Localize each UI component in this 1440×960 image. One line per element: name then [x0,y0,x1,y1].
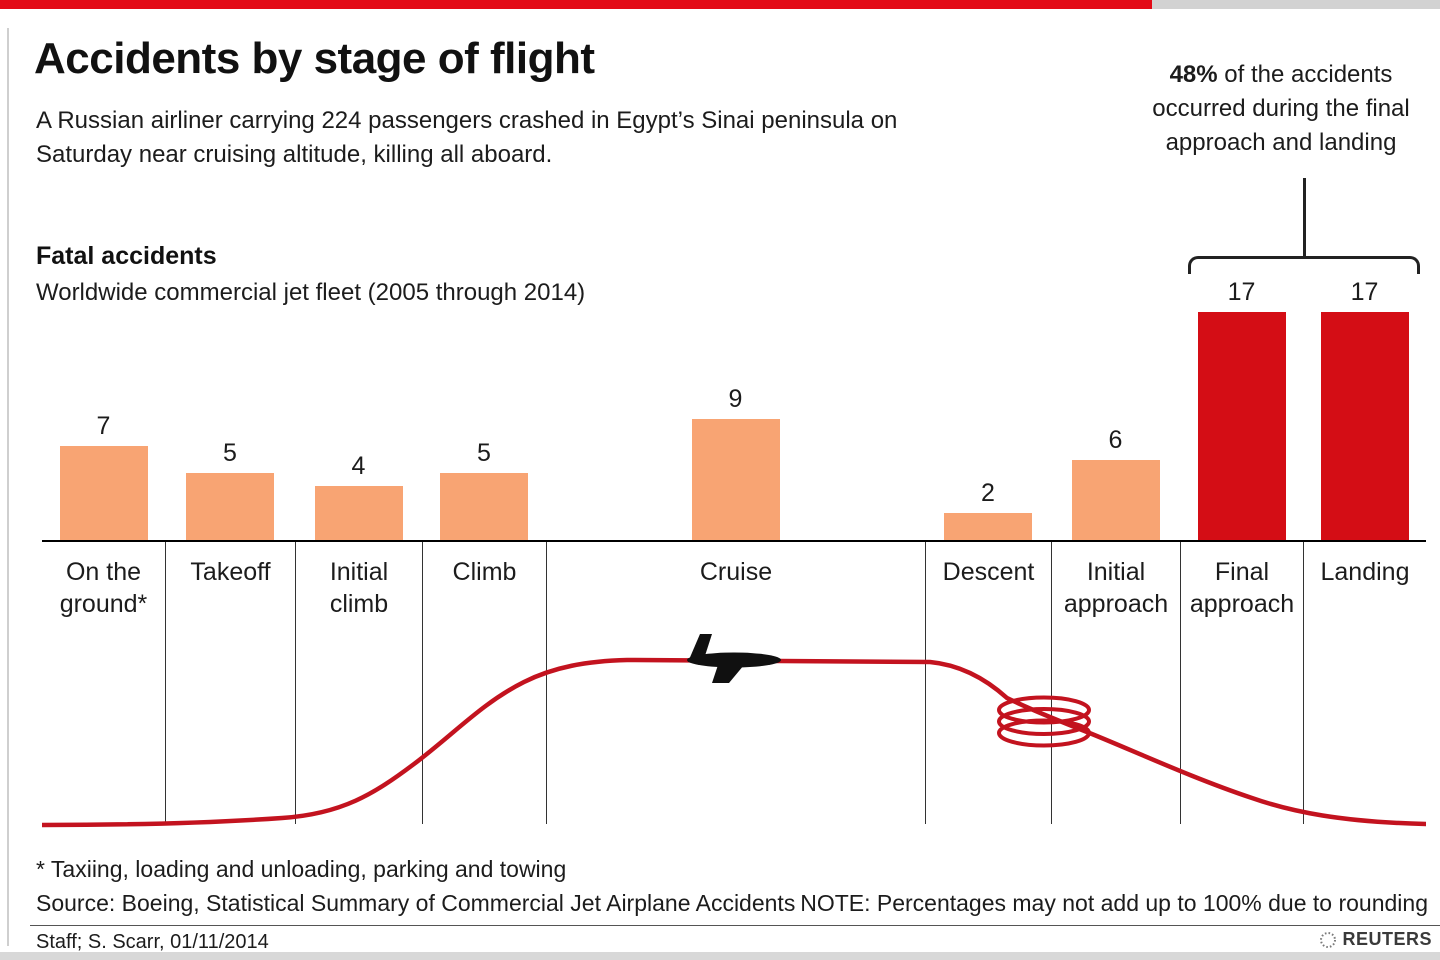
category-cell-on-the-ground: On the ground* [42,542,165,824]
bar-column-initial-approach: 6 [1051,426,1180,540]
top-accent-bar [0,0,1152,9]
bar-column-cruise: 9 [546,385,925,540]
footnote: * Taxiing, loading and unloading, parkin… [36,856,567,882]
bar-value-label: 9 [728,385,743,413]
category-label: Final approach [1189,558,1295,618]
page-left-border [7,28,9,946]
bars-row: 7 5 4 5 9 2 6 17 17 [42,272,1426,540]
category-cell-cruise: Cruise [546,542,925,824]
bar-climb [440,473,528,540]
credit-divider [30,925,1440,926]
bar-value-label: 7 [96,412,111,440]
category-label: Initial approach [1063,558,1169,618]
category-label: Climb [452,558,517,586]
annotation-callout: 48% of the accidents occurred during the… [1128,58,1434,160]
reuters-brand: REUTERS [1319,929,1432,950]
category-label: Cruise [699,558,773,586]
highlight-bracket [1188,256,1420,274]
bar-value-label: 5 [223,439,237,467]
bar-column-on-the-ground: 7 [42,412,165,540]
bar-initial-approach [1071,460,1160,540]
bar-final-approach [1197,312,1286,540]
bar-takeoff [186,473,274,540]
category-label: Initial climb [329,558,389,618]
bar-value-label: 6 [1108,426,1123,454]
bar-column-final-approach: 17 [1180,278,1303,540]
page-title: Accidents by stage of flight [34,34,595,83]
annotation-text: of the accidents occurred during the fin… [1152,61,1410,156]
bar-value-label: 5 [477,439,491,467]
bar-descent [944,513,1032,540]
category-cell-final-approach: Final approach [1180,542,1303,824]
note-line: NOTE: Percentages may not add up to 100%… [800,890,1428,916]
chart-subtitle: Worldwide commercial jet fleet (2005 thr… [36,279,586,306]
bar-column-landing: 17 [1303,278,1426,540]
category-cell-descent: Descent [925,542,1051,824]
chart-title: Fatal accidents [36,242,217,270]
bar-value-label: 4 [351,452,366,480]
credit-line: Staff; S. Scarr, 01/11/2014 [36,931,269,953]
annotation-connector-line [1303,178,1306,258]
bar-on-the-ground [59,446,148,540]
bar-value-label: 17 [1350,278,1379,306]
category-label: On the ground* [59,558,148,618]
top-accent-bar-end [1152,0,1440,9]
reuters-logo-icon [1320,931,1337,948]
category-cell-climb: Climb [422,542,546,824]
bar-column-climb: 5 [422,439,546,540]
category-label: Takeoff [190,558,271,586]
bar-value-label: 17 [1227,278,1256,306]
annotation-bold: 48% [1169,61,1218,88]
bottom-border-bar [0,952,1440,960]
bar-column-initial-climb: 4 [295,452,422,540]
labels-row: On the ground* Takeoff Initial climb Climb C… [42,540,1426,824]
bar-column-descent: 2 [925,479,1051,540]
bar-cruise [691,419,780,540]
bar-landing [1320,312,1409,540]
category-cell-landing: Landing [1303,542,1426,824]
category-cell-takeoff: Takeoff [165,542,295,824]
category-label: Landing [1320,558,1410,586]
bar-column-takeoff: 5 [165,439,295,540]
category-label: Descent [942,558,1035,586]
page-subtitle: A Russian airliner carrying 224 passenge… [36,107,898,168]
category-cell-initial-climb: Initial climb [295,542,422,824]
source-line: Source: Boeing, Statistical Summary of C… [36,890,796,916]
bar-value-label: 2 [981,479,995,507]
bar-initial-climb [314,486,403,540]
category-cell-initial-approach: Initial approach [1051,542,1180,824]
reuters-wordmark: REUTERS [1342,929,1432,949]
